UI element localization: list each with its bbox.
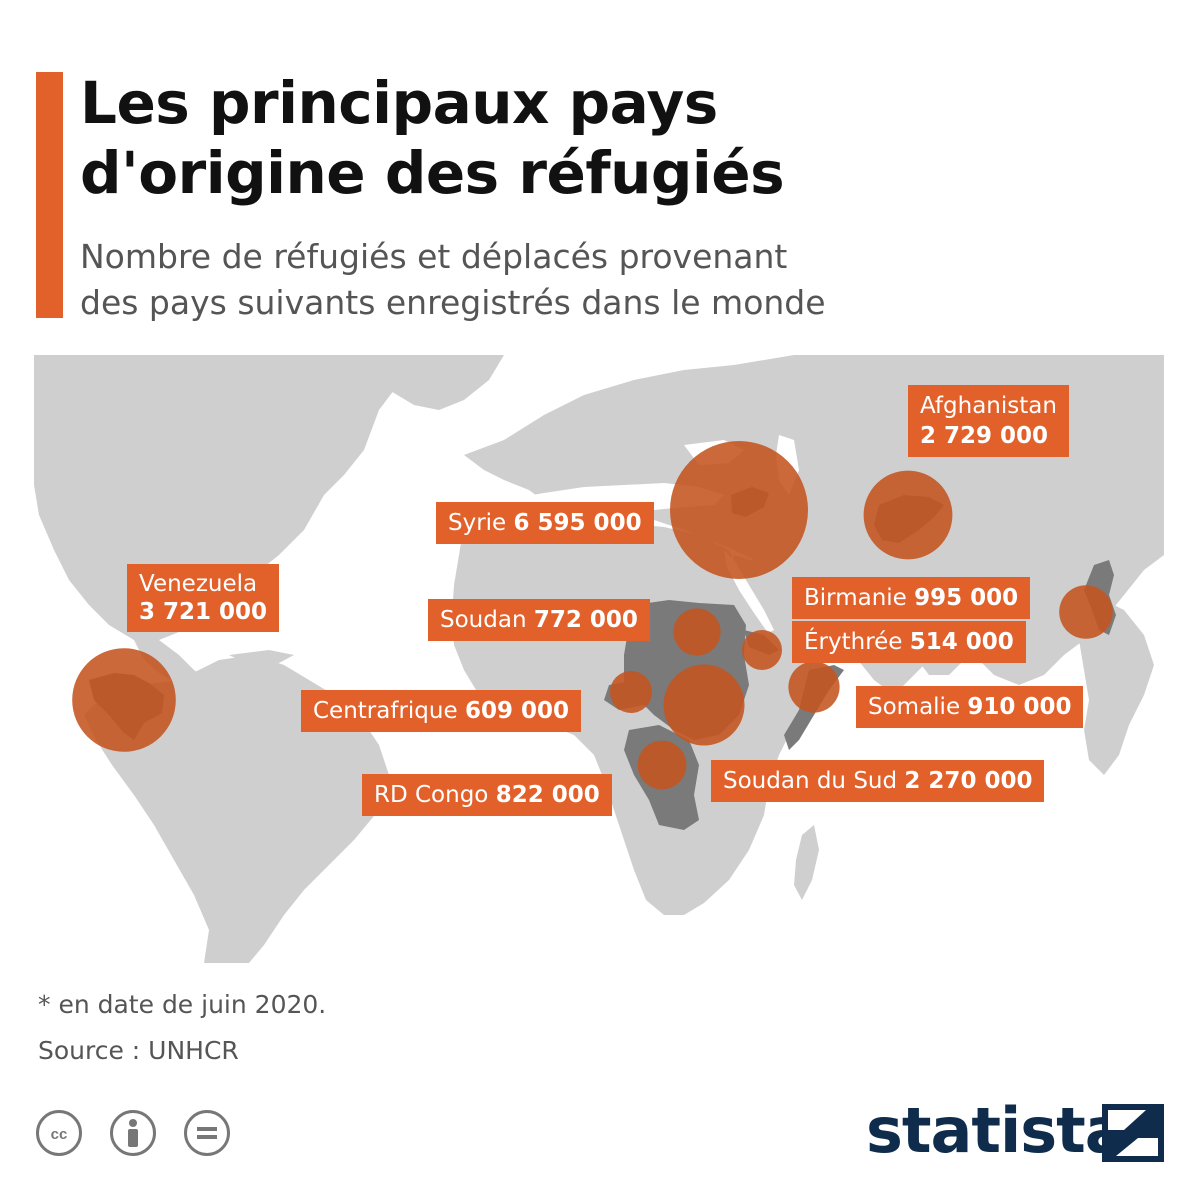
accent-bar [36, 72, 63, 318]
label-birmanie-name: Birmanie [804, 585, 907, 611]
label-syrie: Syrie 6 595 000 [436, 502, 654, 544]
label-soudan-du-sud-value: 2 270 000 [904, 768, 1033, 794]
marker-centrafrique [610, 671, 652, 713]
label-soudan-value: 772 000 [533, 607, 638, 633]
svg-text:cc: cc [51, 1126, 68, 1143]
page-subtitle: Nombre de réfugiés et déplacés provenant… [80, 234, 1160, 326]
label-somalie-name: Somalie [868, 694, 961, 720]
land-greenland [334, 355, 504, 410]
land-se-asia [1079, 595, 1154, 775]
label-soudan-name: Soudan [440, 607, 527, 633]
marker-soudan-du-sud [663, 664, 745, 746]
label-venezuela-value: 3 721 000 [139, 599, 268, 625]
marker-venezuela [72, 648, 176, 752]
label-birmanie-value: 995 000 [914, 585, 1019, 611]
label-somalie-value: 910 000 [967, 694, 1072, 720]
label-rd-congo-value: 822 000 [495, 782, 600, 808]
title-line-2: d'origine des réfugiés [80, 139, 785, 207]
refugee-markers [72, 441, 1113, 790]
title-line-1: Les principaux pays [80, 69, 718, 137]
marker-rd-congo [637, 740, 687, 790]
no-derivatives-icon[interactable] [184, 1110, 230, 1156]
statista-logo-text[interactable]: statista [866, 1094, 1127, 1167]
label-birmanie: Birmanie 995 000 [792, 577, 1031, 619]
source-line: Source : UNHCR [38, 1036, 239, 1065]
label-venezuela: Venezuela 3 721 000 [127, 564, 280, 632]
page-title: Les principaux pays d'origine des réfugi… [80, 68, 1160, 208]
label-rd-congo: RD Congo 822 000 [362, 774, 612, 816]
subtitle-line-2: des pays suivants enregistrés dans le mo… [80, 283, 826, 322]
creative-commons-icon[interactable]: cc [36, 1110, 82, 1156]
label-erythree-name: Érythrée [804, 629, 903, 655]
marker--rythr-e [742, 630, 782, 670]
label-afghanistan-value: 2 729 000 [920, 423, 1049, 449]
label-afghanistan: Afghanistan 2 729 000 [908, 385, 1069, 457]
label-syrie-name: Syrie [448, 510, 507, 536]
label-somalie: Somalie 910 000 [856, 686, 1084, 728]
label-venezuela-name: Venezuela [139, 571, 258, 597]
label-afghanistan-name: Afghanistan [920, 393, 1057, 419]
label-soudan: Soudan 772 000 [428, 599, 650, 641]
marker-afghanistan [863, 470, 953, 560]
label-syrie-value: 6 595 000 [513, 510, 642, 536]
label-rd-congo-name: RD Congo [374, 782, 489, 808]
label-soudan-du-sud: Soudan du Sud 2 270 000 [711, 760, 1045, 802]
label-centrafrique: Centrafrique 609 000 [301, 690, 581, 732]
marker-birmanie [1059, 585, 1113, 639]
label-soudan-du-sud-name: Soudan du Sud [723, 768, 898, 794]
label-erythree: Érythrée 514 000 [792, 621, 1026, 663]
marker-somalie [788, 661, 840, 713]
marker-soudan [673, 608, 721, 656]
marker-syrie [670, 441, 808, 579]
subtitle-line-1: Nombre de réfugiés et déplacés provenant [80, 237, 788, 276]
attribution-icon[interactable] [110, 1110, 156, 1156]
land-madagascar [794, 825, 819, 900]
label-centrafrique-name: Centrafrique [313, 698, 458, 724]
statista-logo-icon[interactable] [1102, 1104, 1164, 1162]
footnote: * en date de juin 2020. [38, 990, 327, 1019]
label-centrafrique-value: 609 000 [464, 698, 569, 724]
label-erythree-value: 514 000 [909, 629, 1014, 655]
